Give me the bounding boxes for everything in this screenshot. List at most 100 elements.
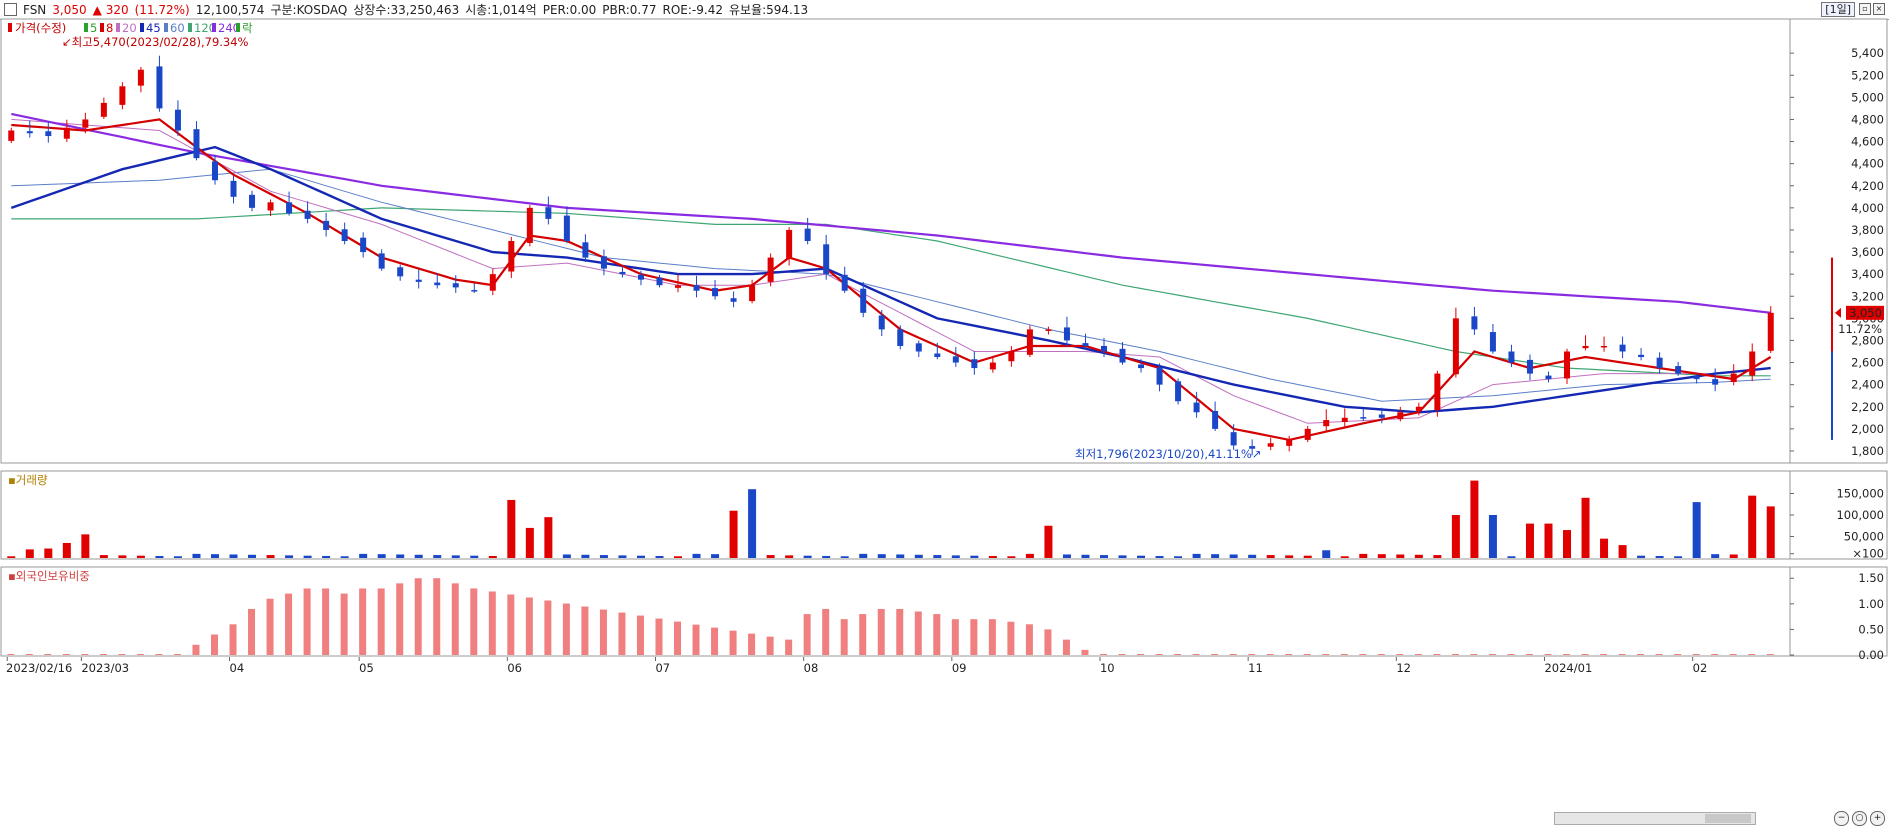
candle-body xyxy=(8,130,15,141)
price-tick-label: 3,600 xyxy=(1851,245,1884,259)
foreign-ratio-bar xyxy=(1285,653,1293,655)
volume-bar xyxy=(729,510,738,558)
x-tick-label: 09 xyxy=(952,661,967,675)
foreign-ratio-bar xyxy=(229,624,237,655)
foreign-ratio-bar xyxy=(210,634,218,655)
volume-bar xyxy=(7,556,16,558)
legend-ma-label: 240 xyxy=(218,21,240,35)
ma8-line xyxy=(11,118,1772,442)
foreign-ratio-bar xyxy=(1692,653,1700,655)
price-tick-label: 2,000 xyxy=(1851,422,1884,436)
candle-body xyxy=(637,274,644,280)
volume-bar xyxy=(1637,555,1646,558)
candle-body xyxy=(471,290,478,292)
foreign-ratio-bar xyxy=(636,615,644,655)
header-checkbox[interactable] xyxy=(4,3,17,16)
ma45-line xyxy=(10,145,1771,414)
foreign-ratio-bar xyxy=(7,653,15,655)
per-value: PER:0.00 xyxy=(542,2,597,17)
foreign-ratio-bar xyxy=(1044,629,1052,655)
candle-body xyxy=(656,277,663,286)
legend-ma-marker xyxy=(164,23,168,32)
legend-ma-marker xyxy=(188,23,192,32)
period-button[interactable]: [1일] xyxy=(1821,2,1855,17)
foreign-ratio-bar xyxy=(1488,653,1496,655)
foreign-ratio-bar xyxy=(118,653,126,655)
volume-bar xyxy=(248,554,257,558)
zoom-in-icon[interactable]: + xyxy=(1870,811,1885,826)
foreign-ratio-bar xyxy=(1137,653,1145,655)
volume-bar xyxy=(1563,530,1572,558)
candle-body xyxy=(952,356,959,363)
volume-bar xyxy=(785,555,794,558)
foreign-ratio-bar xyxy=(303,588,311,655)
price-tick-label: 3,200 xyxy=(1851,289,1884,303)
zoom-reset-icon[interactable]: ○ xyxy=(1852,811,1867,826)
volume-bar xyxy=(1322,550,1331,558)
foreign-ratio-bar xyxy=(1729,653,1737,655)
scrollbar-thumb[interactable] xyxy=(1705,814,1751,823)
candle-body xyxy=(304,210,311,219)
volume-bar xyxy=(1248,554,1257,558)
x-tick-label: 10 xyxy=(1100,661,1115,675)
foreign-ratio-bar xyxy=(1340,653,1348,655)
candle-body xyxy=(174,109,181,131)
volume-bar xyxy=(1359,553,1368,558)
candle-body xyxy=(267,202,274,211)
volume-panel xyxy=(0,470,1888,560)
candle-body xyxy=(1304,428,1311,440)
x-axis-area xyxy=(1,657,1887,809)
volume-bar xyxy=(822,555,831,558)
foreign-ratio-bar xyxy=(1192,653,1200,655)
foreign-ratio-bar xyxy=(322,588,330,655)
legend-ma-label: 8 xyxy=(106,21,113,35)
candle-body xyxy=(1730,373,1737,382)
candle-body xyxy=(360,237,367,253)
symbol-name: FSN xyxy=(23,2,47,17)
foreign-ratio-bar xyxy=(488,591,496,655)
volume-bar xyxy=(1303,555,1312,558)
listed-shares: 상장수:33,250,463 xyxy=(353,3,460,17)
foreign-ratio-bar xyxy=(1470,653,1478,655)
foreign-ratio-bar xyxy=(507,594,515,655)
zoom-out-icon[interactable]: − xyxy=(1834,811,1849,826)
foreign-ratio-bar xyxy=(1711,653,1719,655)
volume-bar xyxy=(1600,538,1609,558)
x-tick-label: 05 xyxy=(359,661,374,675)
volume-tick-label: 100,000 xyxy=(1836,508,1884,522)
horizontal-scrollbar[interactable] xyxy=(1554,812,1756,825)
minimize-icon[interactable]: ▫ xyxy=(1859,3,1871,15)
candle-body xyxy=(841,274,848,291)
candle-body xyxy=(749,285,756,302)
volume-bar xyxy=(1266,555,1275,558)
candle-body xyxy=(675,285,682,288)
foreign-tick-label: 1.00 xyxy=(1858,597,1884,611)
volume-bar xyxy=(414,554,423,558)
volume-bar xyxy=(340,556,349,558)
volume-bar xyxy=(766,555,775,558)
price-tick-label: 2,200 xyxy=(1851,400,1884,414)
candle-body xyxy=(1360,417,1367,419)
candle-body xyxy=(119,86,126,105)
foreign-ratio-bar xyxy=(62,653,70,655)
foreign-ratio-bar xyxy=(44,653,52,655)
x-tick-label: 12 xyxy=(1396,661,1411,675)
volume-bar xyxy=(859,553,868,558)
price-change: ▲ 320 xyxy=(92,2,129,17)
price-tick-label: 3,400 xyxy=(1851,267,1884,281)
foreign-ratio-bar xyxy=(1674,653,1682,655)
candle-body xyxy=(1675,366,1682,374)
x-tick-label: 2023/03 xyxy=(81,661,129,675)
close-icon[interactable]: × xyxy=(1873,3,1885,15)
candle-body xyxy=(1341,417,1348,422)
foreign-ratio-bar xyxy=(618,612,626,655)
volume-bar xyxy=(1525,523,1534,558)
x-tick-label: 07 xyxy=(655,661,670,675)
volume-bar xyxy=(62,542,71,558)
foreign-ratio-bar xyxy=(581,606,589,655)
volume-bar xyxy=(1581,497,1590,558)
volume-bar xyxy=(618,555,627,558)
price-tick-label: 4,000 xyxy=(1851,201,1884,215)
candle-body xyxy=(434,282,441,286)
